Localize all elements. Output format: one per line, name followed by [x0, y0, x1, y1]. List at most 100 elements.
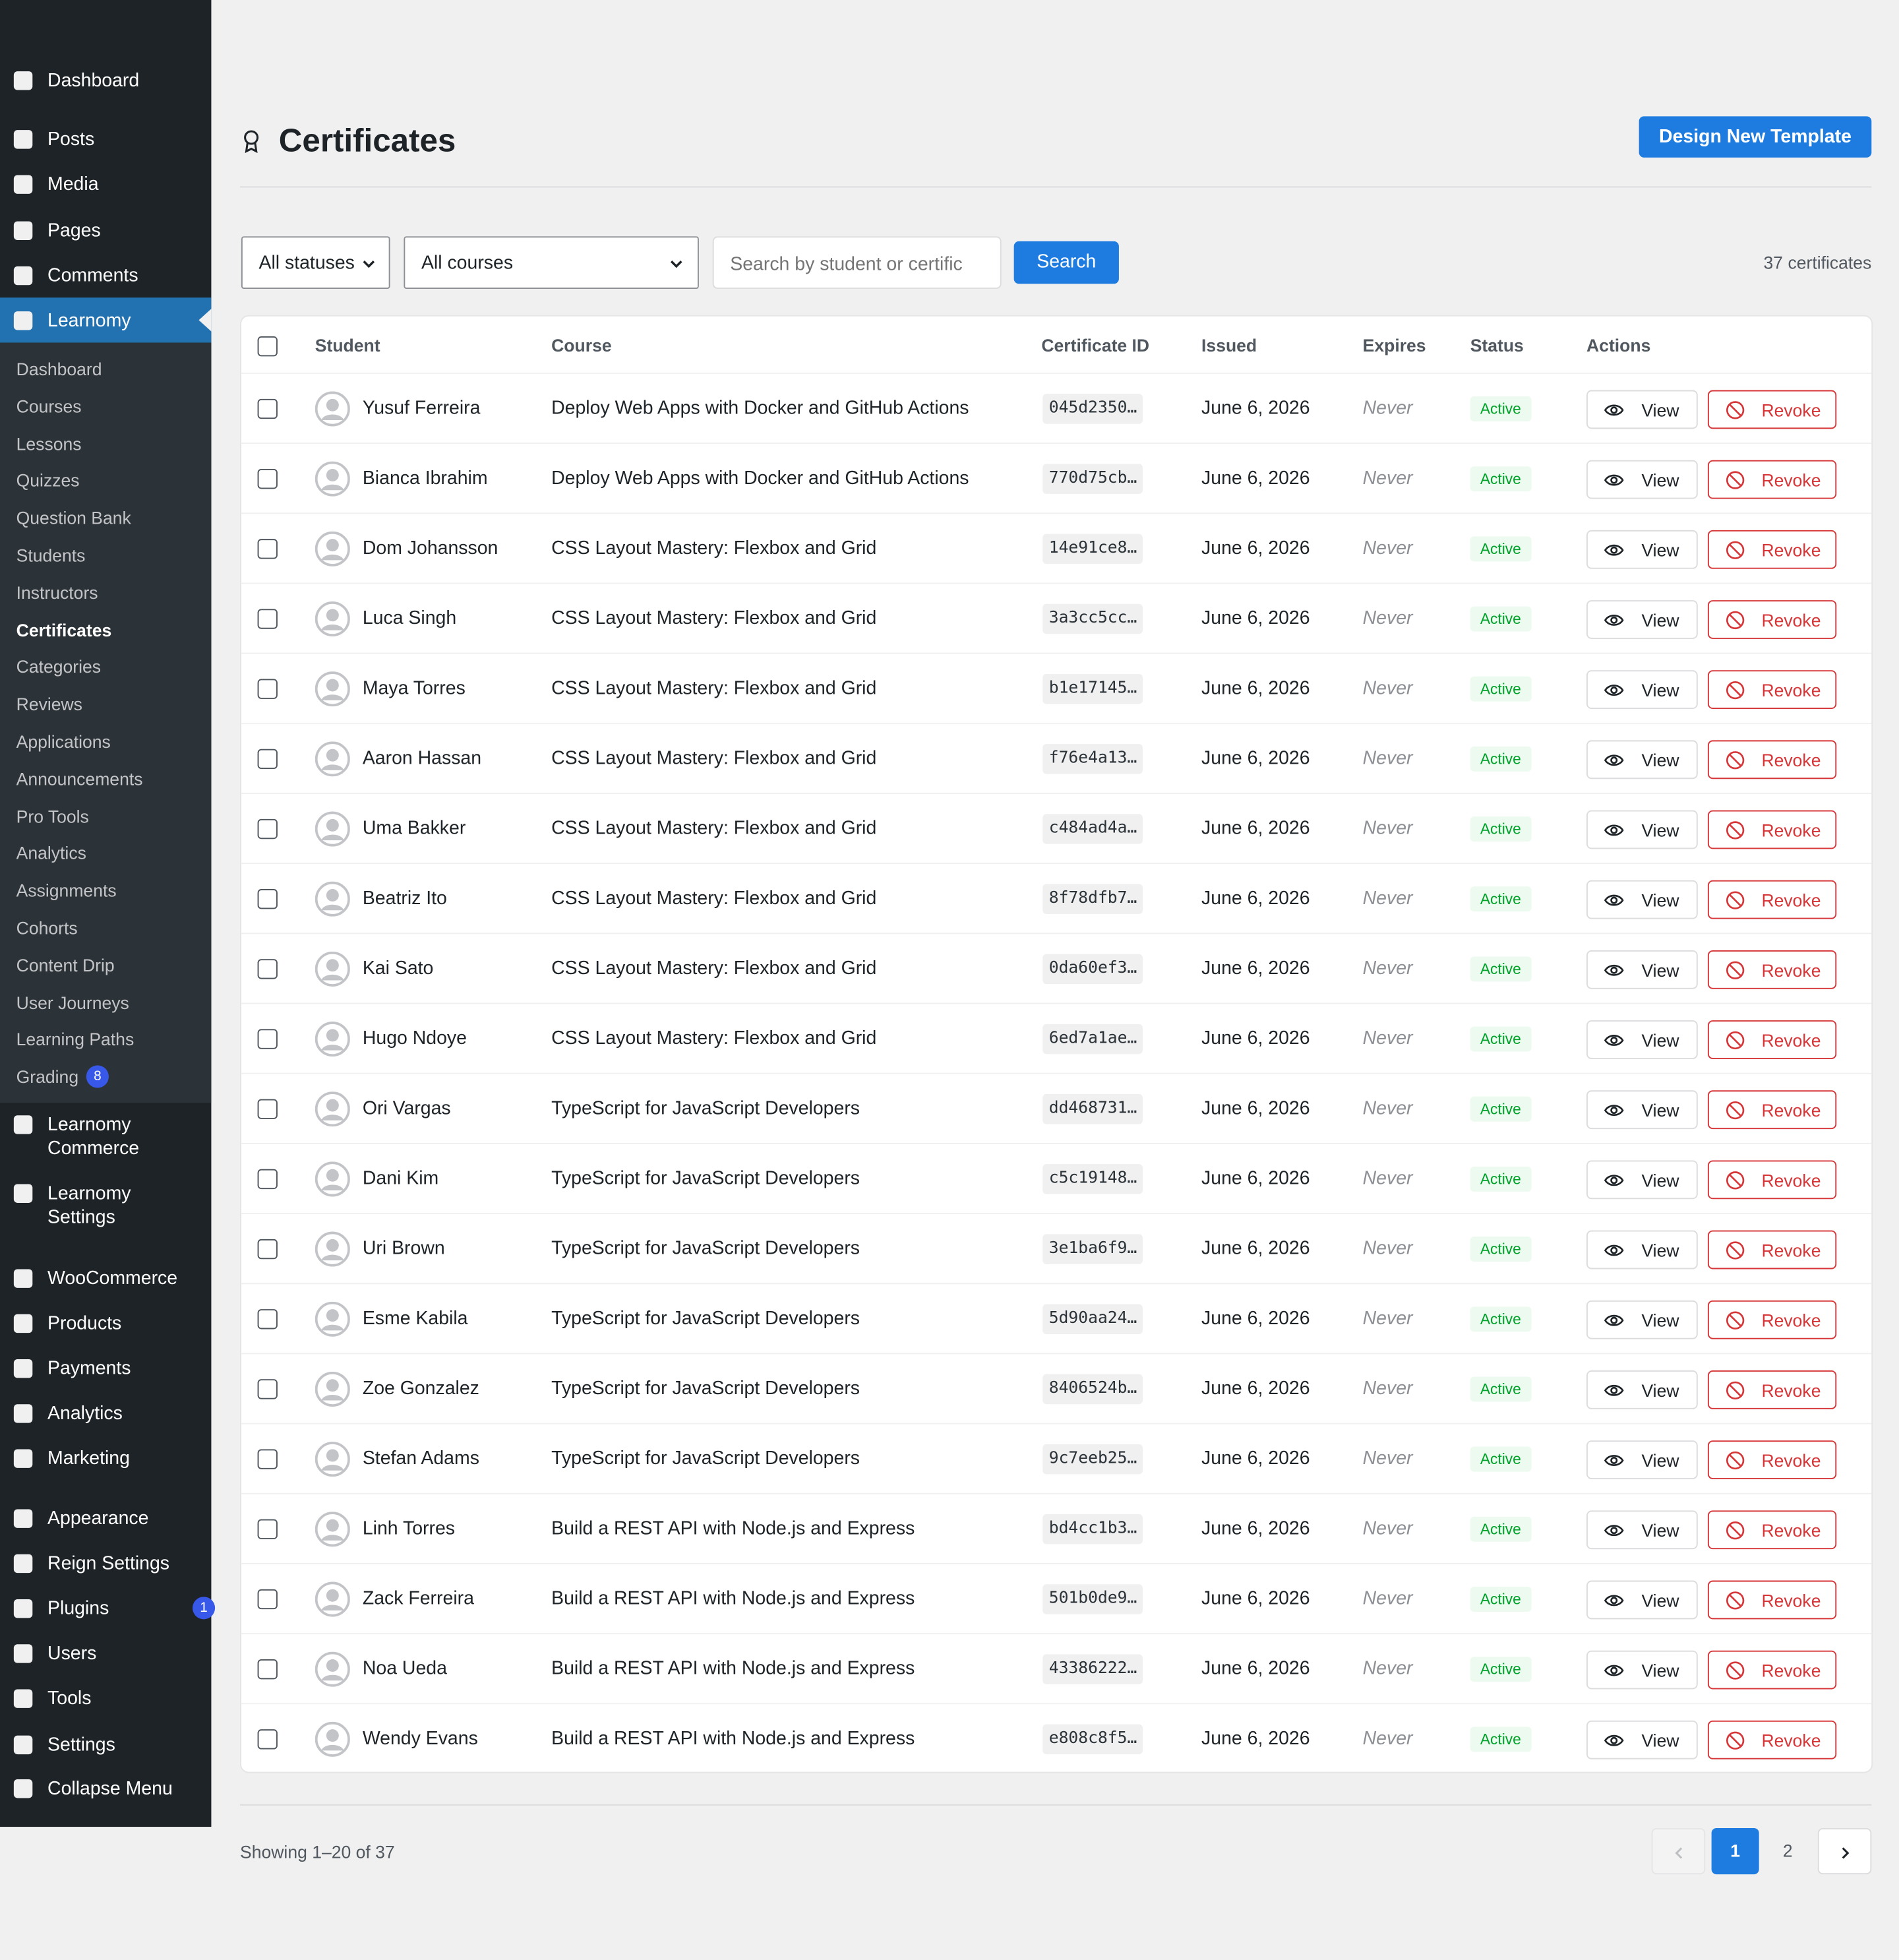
view-button[interactable]: View [1586, 1090, 1698, 1130]
submenu-item[interactable]: Categories [16, 657, 102, 677]
revoke-button[interactable]: Revoke [1707, 880, 1837, 919]
status-select[interactable]: All statuses [241, 236, 390, 289]
menu-item[interactable]: Collapse Menu [47, 1778, 173, 1800]
view-button[interactable]: View [1586, 1230, 1698, 1270]
submenu-item[interactable]: Certificates [16, 619, 112, 640]
menu-item[interactable]: Dashboard [47, 70, 140, 92]
menu-item[interactable]: Media [47, 173, 99, 195]
menu-item[interactable]: Payments [47, 1358, 131, 1380]
menu-item[interactable]: Learnomy Settings [47, 1182, 131, 1228]
page-number[interactable]: 1 [1711, 1827, 1759, 1875]
menu-item[interactable]: Users [47, 1643, 97, 1665]
revoke-button[interactable]: Revoke [1707, 1720, 1837, 1760]
checkbox[interactable] [257, 609, 278, 629]
submenu-item[interactable]: Dashboard [16, 359, 102, 379]
submenu-item[interactable]: Instructors [16, 582, 98, 603]
checkbox[interactable] [257, 749, 278, 770]
menu-item[interactable]: Posts [47, 129, 95, 150]
search-input[interactable]: Search by student or certific [712, 236, 1002, 289]
view-button[interactable]: View [1586, 880, 1698, 919]
revoke-button[interactable]: Revoke [1707, 1370, 1837, 1409]
menu-item[interactable]: Settings [47, 1734, 115, 1756]
view-button[interactable]: View [1586, 950, 1698, 989]
checkbox[interactable] [257, 1519, 278, 1539]
view-button[interactable]: View [1586, 1020, 1698, 1059]
revoke-button[interactable]: Revoke [1707, 1090, 1837, 1130]
revoke-button[interactable]: Revoke [1707, 950, 1837, 989]
submenu-item[interactable]: Learning Paths [16, 1029, 135, 1050]
view-button[interactable]: View [1586, 1300, 1698, 1339]
submenu-item[interactable]: Grading [16, 1066, 79, 1087]
view-button[interactable]: View [1586, 1160, 1698, 1200]
view-button[interactable]: View [1586, 390, 1698, 429]
menu-item[interactable]: Marketing [47, 1448, 130, 1469]
view-button[interactable]: View [1586, 1370, 1698, 1409]
revoke-button[interactable]: Revoke [1707, 1160, 1837, 1200]
prev-page[interactable] [1651, 1827, 1706, 1875]
checkbox[interactable] [257, 679, 278, 699]
revoke-button[interactable]: Revoke [1707, 1580, 1837, 1620]
menu-item[interactable]: Learnomy Commerce [47, 1114, 140, 1159]
checkbox[interactable] [257, 336, 278, 357]
course-select[interactable]: All courses [404, 236, 699, 289]
submenu-item[interactable]: Students [16, 545, 86, 565]
view-button[interactable]: View [1586, 1650, 1698, 1690]
page-number[interactable]: 2 [1782, 1840, 1793, 1861]
menu-item[interactable]: Appearance [47, 1508, 149, 1529]
menu-item[interactable]: Learnomy [47, 310, 131, 332]
search-button[interactable]: Search [1013, 241, 1119, 284]
submenu-item[interactable]: Courses [16, 396, 82, 416]
view-button[interactable]: View [1586, 670, 1698, 710]
revoke-button[interactable]: Revoke [1707, 670, 1837, 710]
checkbox[interactable] [257, 1309, 278, 1330]
checkbox[interactable] [257, 1379, 278, 1399]
menu-item[interactable]: Comments [47, 264, 138, 287]
menu-item[interactable]: Analytics [47, 1403, 123, 1424]
checkbox[interactable] [257, 1589, 278, 1610]
submenu-item[interactable]: Cohorts [16, 917, 78, 938]
view-button[interactable]: View [1586, 1510, 1698, 1550]
view-button[interactable]: View [1586, 1580, 1698, 1620]
checkbox[interactable] [257, 1099, 278, 1119]
checkbox[interactable] [257, 1729, 278, 1750]
submenu-item[interactable]: Lessons [16, 433, 82, 454]
revoke-button[interactable]: Revoke [1707, 1020, 1837, 1059]
checkbox[interactable] [257, 1659, 278, 1680]
revoke-button[interactable]: Revoke [1707, 1300, 1837, 1339]
view-button[interactable]: View [1586, 530, 1698, 569]
menu-item[interactable]: Pages [47, 220, 101, 241]
view-button[interactable]: View [1586, 1720, 1698, 1760]
submenu-item[interactable]: Announcements [16, 768, 143, 789]
revoke-button[interactable]: Revoke [1707, 810, 1837, 849]
revoke-button[interactable]: Revoke [1707, 390, 1837, 429]
checkbox[interactable] [257, 398, 278, 419]
submenu-item[interactable]: Question Bank [16, 508, 131, 528]
revoke-button[interactable]: Revoke [1707, 1510, 1837, 1550]
submenu-item[interactable]: Analytics [16, 843, 86, 863]
checkbox[interactable] [257, 959, 278, 979]
checkbox[interactable] [257, 1449, 278, 1469]
menu-item[interactable]: Plugins [47, 1598, 109, 1620]
view-button[interactable]: View [1586, 600, 1698, 639]
submenu-item[interactable]: Quizzes [16, 470, 80, 491]
checkbox[interactable] [257, 469, 278, 489]
submenu-item[interactable]: User Journeys [16, 992, 129, 1012]
revoke-button[interactable]: Revoke [1707, 530, 1837, 569]
submenu-item[interactable]: Reviews [16, 694, 82, 714]
checkbox[interactable] [257, 1169, 278, 1190]
checkbox[interactable] [257, 539, 278, 559]
view-button[interactable]: View [1586, 810, 1698, 849]
next-page[interactable] [1817, 1827, 1872, 1875]
revoke-button[interactable]: Revoke [1707, 1230, 1837, 1270]
checkbox[interactable] [257, 889, 278, 909]
view-button[interactable]: View [1586, 1440, 1698, 1479]
submenu-item[interactable]: Content Drip [16, 955, 115, 975]
checkbox[interactable] [257, 1239, 278, 1260]
checkbox[interactable] [257, 1029, 278, 1049]
view-button[interactable]: View [1586, 460, 1698, 499]
primary-button[interactable]: Design New Template [1639, 116, 1872, 158]
revoke-button[interactable]: Revoke [1707, 1440, 1837, 1479]
menu-item[interactable]: Tools [47, 1688, 92, 1709]
revoke-button[interactable]: Revoke [1707, 1650, 1837, 1690]
revoke-button[interactable]: Revoke [1707, 600, 1837, 639]
